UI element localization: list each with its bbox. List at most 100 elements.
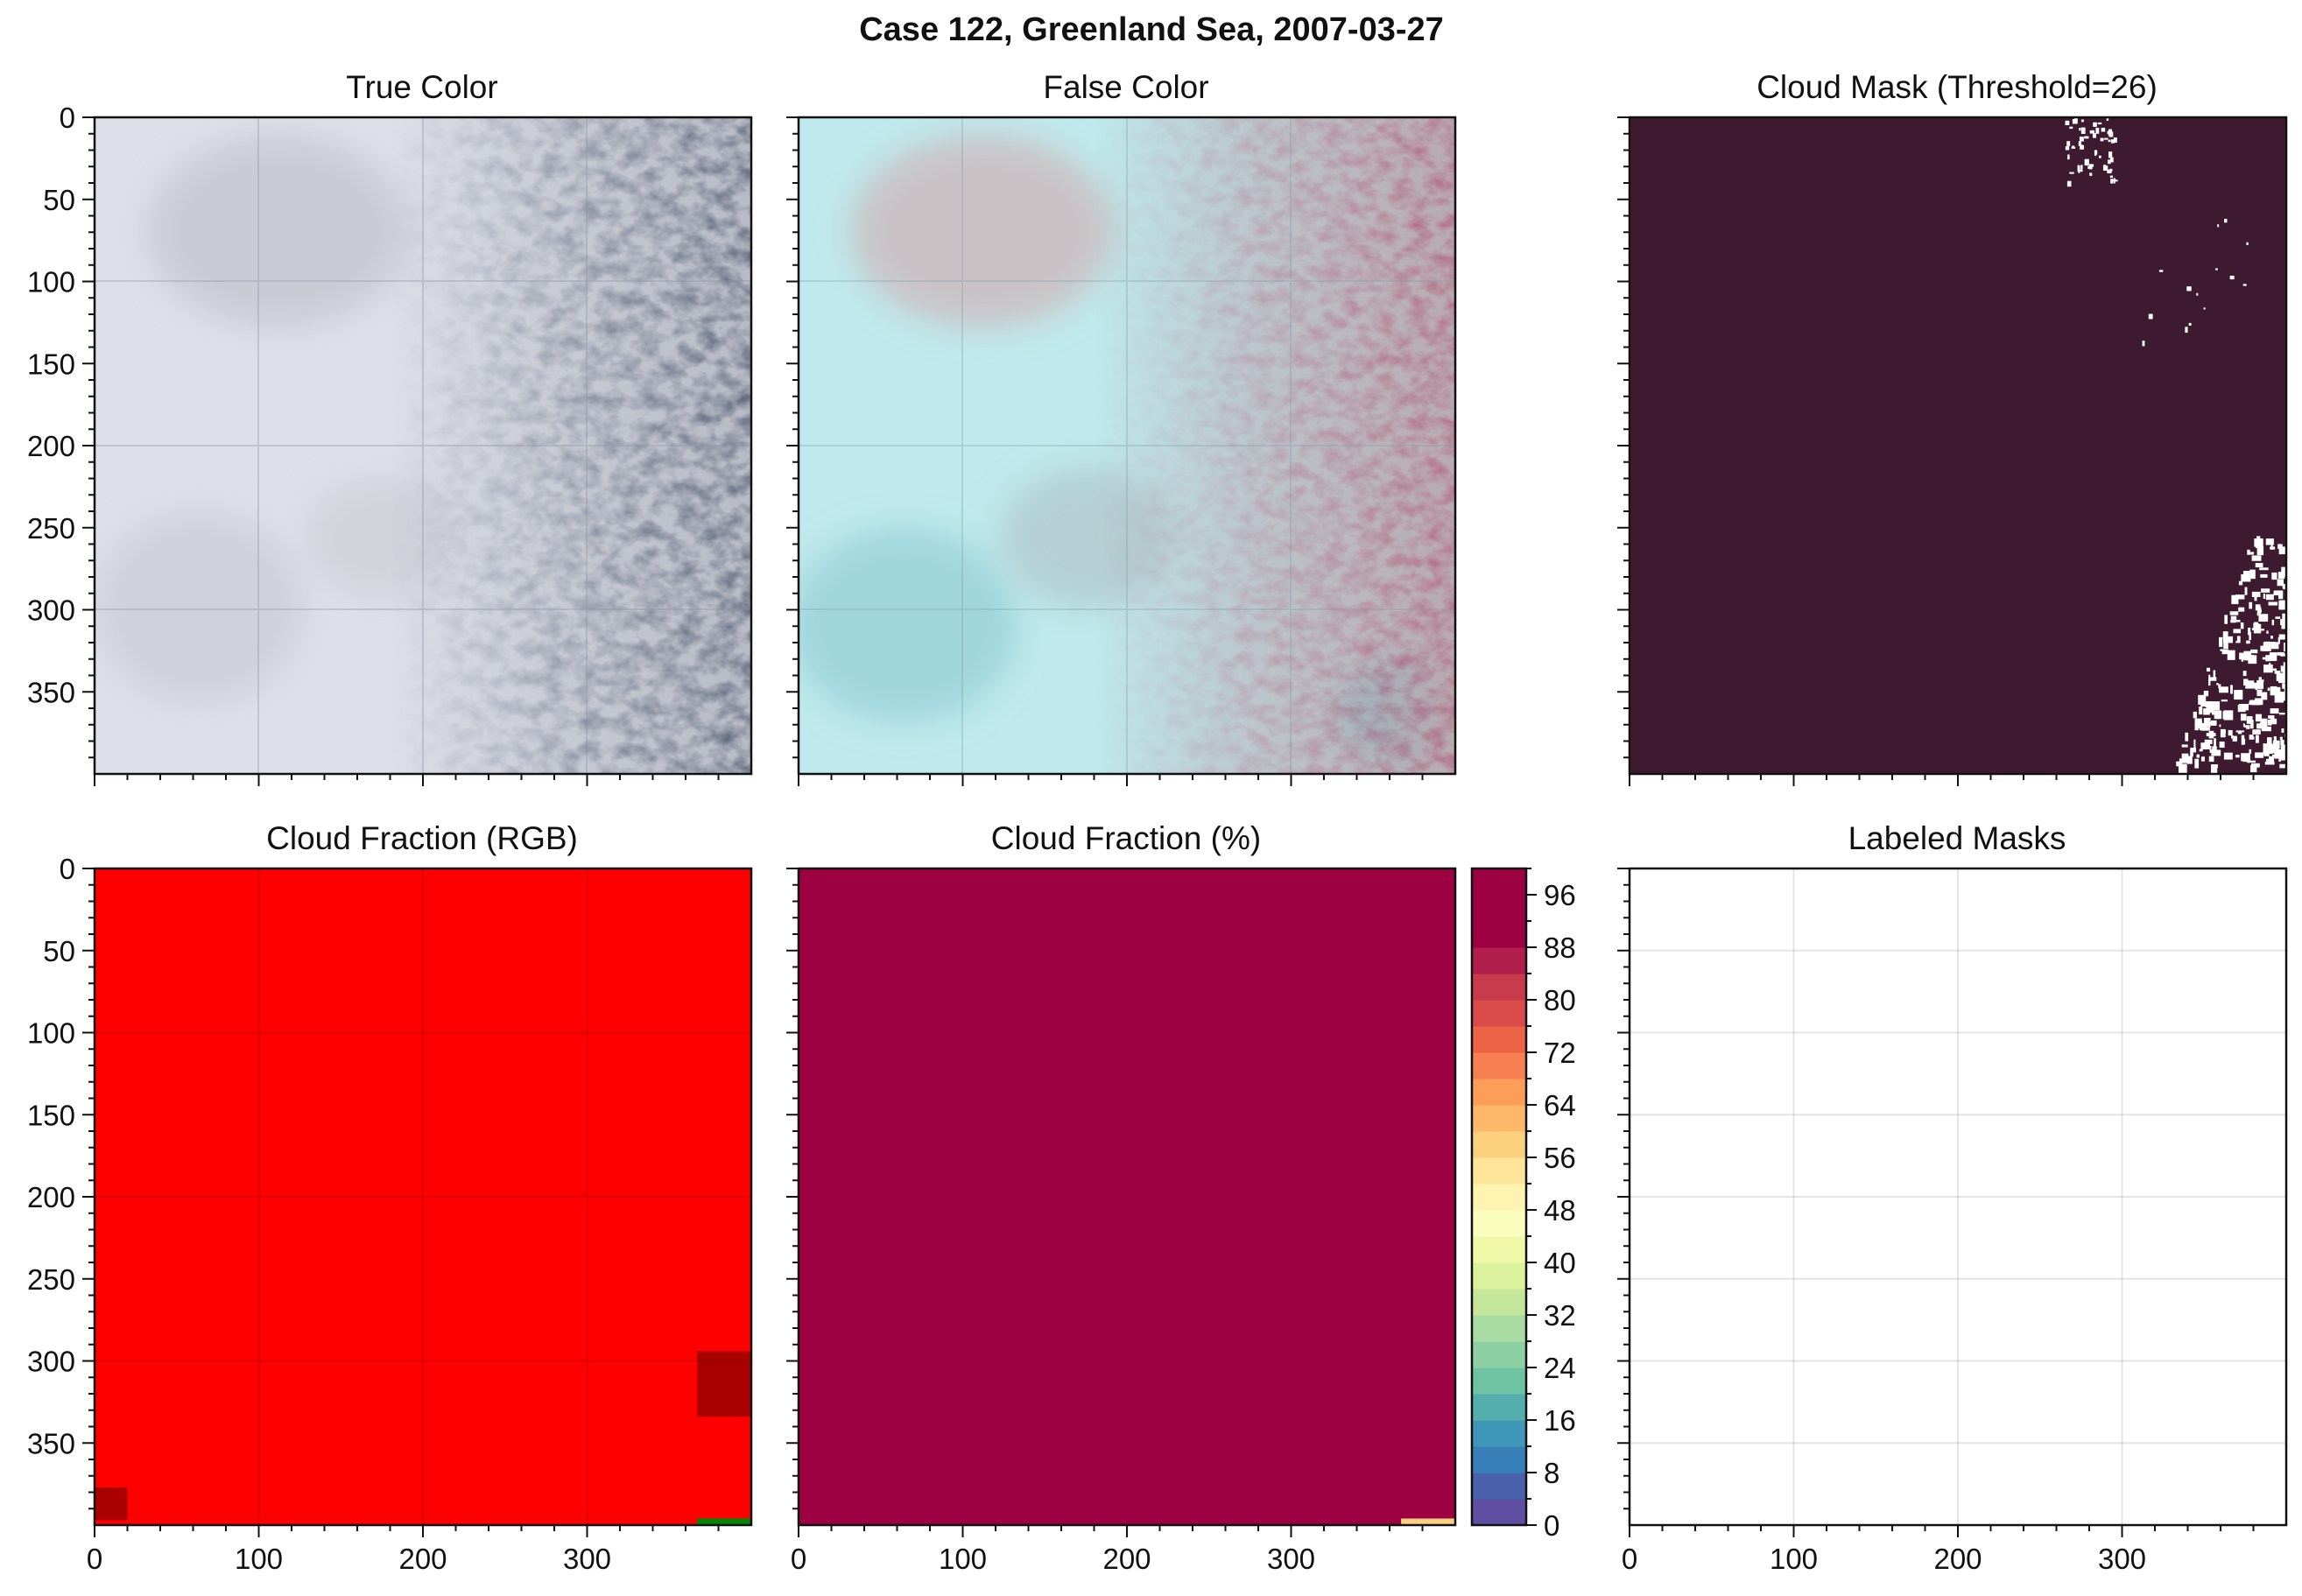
colorbar-segment	[1472, 1052, 1526, 1079]
clear-pixel	[2241, 573, 2251, 582]
clear-pixel	[2211, 720, 2217, 726]
clear-pixel	[2224, 218, 2228, 223]
clear-pixel	[2242, 758, 2248, 763]
colorbar-segment	[1472, 1499, 1526, 1526]
clear-pixel	[2199, 707, 2203, 715]
clear-pixel	[2077, 169, 2083, 172]
clear-pixel	[2203, 690, 2209, 697]
y-tick-label: 100	[27, 1017, 75, 1050]
clear-pixel	[2277, 572, 2285, 580]
clear-pixel	[2178, 763, 2187, 774]
clear-pixel	[2283, 567, 2286, 578]
clear-pixel	[2246, 716, 2253, 724]
clear-pixel	[2208, 677, 2217, 681]
clear-pixel	[2231, 735, 2234, 739]
clear-pixel	[2200, 702, 2207, 707]
clear-pixel	[2080, 144, 2083, 147]
clear-pixel	[2280, 665, 2284, 672]
clear-pixel	[2261, 693, 2265, 700]
clear-pixel	[2250, 764, 2257, 773]
clear-pixel	[2266, 630, 2269, 634]
colorbar-segment	[1472, 1131, 1526, 1158]
y-tick-label: 350	[27, 1427, 75, 1459]
clear-pixel	[2255, 735, 2259, 743]
clear-pixel	[2262, 657, 2269, 660]
clear-pixel	[2198, 694, 2207, 705]
clear-pixel	[2278, 755, 2281, 762]
clear-pixel	[2203, 708, 2210, 715]
clear-pixel	[2194, 728, 2199, 731]
clear-pixel	[2241, 735, 2245, 745]
clear-pixel	[2264, 761, 2275, 765]
clear-pixel	[2249, 700, 2258, 703]
clear-pixel	[2249, 682, 2258, 688]
clear-pixel	[2249, 601, 2253, 609]
clear-pixel	[2113, 178, 2115, 184]
true-color-image	[95, 117, 751, 774]
clear-pixel	[2272, 668, 2277, 671]
y-tick-label: 50	[43, 184, 75, 216]
clear-pixel	[2255, 698, 2263, 706]
colorbar-segment	[1472, 1210, 1526, 1237]
clear-pixel	[2212, 746, 2217, 752]
clear-pixel	[2206, 667, 2211, 672]
colorbar-tick-label: 0	[1544, 1509, 1559, 1542]
clear-pixel	[2193, 711, 2197, 719]
clear-pixel	[2108, 151, 2113, 158]
clear-pixel	[2221, 700, 2228, 702]
clear-pixel	[2213, 670, 2216, 679]
fraction-fill	[95, 868, 751, 1525]
clear-pixel	[2103, 165, 2107, 171]
clear-pixel	[2223, 729, 2226, 734]
clear-pixel	[2254, 594, 2257, 601]
clear-pixel	[2251, 736, 2255, 740]
colorbar-tick-label: 48	[1544, 1194, 1576, 1227]
clear-pixel	[2277, 696, 2284, 700]
clear-pixel	[2067, 154, 2070, 160]
colorbar-segment	[1472, 1367, 1526, 1395]
clear-pixel	[2185, 732, 2189, 742]
clear-pixel	[2249, 631, 2251, 641]
clear-pixel	[2181, 753, 2189, 763]
clear-pixel	[2284, 734, 2291, 737]
clear-pixel	[2080, 119, 2084, 123]
clear-pixel	[2108, 131, 2114, 137]
clear-pixel	[2276, 672, 2286, 681]
colorbar-segment	[1472, 1394, 1526, 1421]
clear-pixel	[2237, 705, 2246, 713]
axes-frame	[93, 867, 753, 1527]
clear-pixel	[2097, 122, 2102, 125]
clear-pixel	[2249, 552, 2255, 555]
y-tick-label: 100	[27, 266, 75, 299]
clear-pixel	[2089, 130, 2094, 134]
clear-pixel	[2089, 172, 2093, 176]
clear-pixel	[2273, 736, 2277, 745]
clear-pixel	[2279, 693, 2284, 698]
clear-pixel	[2243, 738, 2246, 745]
clear-pixel	[2256, 679, 2264, 689]
clear-pixel	[2098, 155, 2101, 158]
y-tick-label: 200	[27, 430, 75, 462]
colorbar-tick-label: 56	[1544, 1142, 1576, 1174]
clear-pixel	[2253, 622, 2258, 631]
clear-pixel	[2078, 141, 2081, 146]
clear-pixel	[2107, 169, 2112, 173]
x-tick-label: 100	[235, 1543, 283, 1575]
clear-pixel	[2233, 619, 2241, 622]
clear-pixel	[2269, 756, 2275, 764]
clear-pixel	[2233, 629, 2242, 634]
colorbar-segment	[1472, 1289, 1526, 1316]
y-tick-label: 0	[60, 102, 75, 134]
clear-pixel	[2250, 649, 2258, 654]
labels-background	[1630, 868, 2286, 1525]
clear-pixel	[2251, 591, 2261, 597]
y-tick-label: 250	[27, 1263, 75, 1296]
panel-title: Cloud Fraction (%)	[991, 820, 1261, 856]
clear-pixel	[2219, 742, 2225, 749]
axes-frame	[93, 116, 753, 776]
clear-pixel	[2243, 725, 2249, 728]
clear-pixel	[2262, 752, 2268, 755]
clear-pixel	[2223, 640, 2228, 649]
clear-pixel	[2101, 127, 2106, 132]
clear-pixel	[2190, 748, 2193, 757]
